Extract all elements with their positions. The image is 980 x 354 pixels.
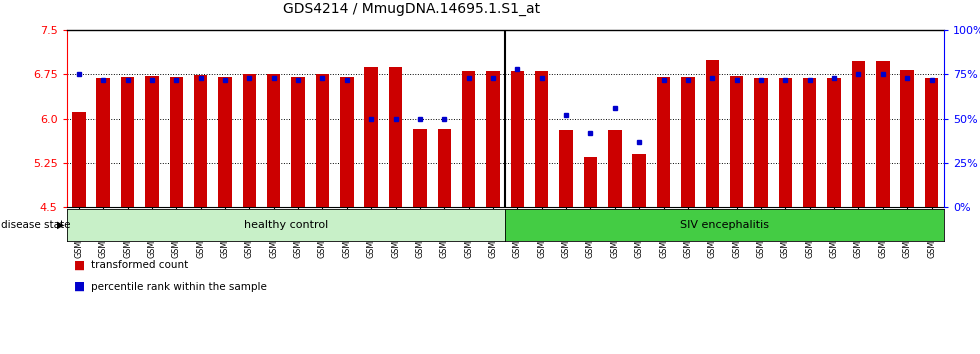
Bar — [706, 59, 719, 207]
Text: SIV encephalitis: SIV encephalitis — [680, 220, 769, 230]
Bar — [779, 79, 792, 207]
Bar — [389, 67, 402, 207]
Bar — [340, 77, 354, 207]
Text: healthy control: healthy control — [244, 220, 328, 230]
Bar — [632, 154, 646, 207]
Bar — [755, 79, 767, 207]
Text: GDS4214 / MmugDNA.14695.1.S1_at: GDS4214 / MmugDNA.14695.1.S1_at — [283, 2, 540, 16]
Bar — [438, 129, 451, 207]
Text: ■: ■ — [74, 259, 84, 272]
Bar — [560, 130, 572, 207]
Bar — [316, 74, 329, 207]
Bar — [681, 77, 695, 207]
Bar — [219, 77, 231, 207]
Text: transformed count: transformed count — [91, 261, 188, 270]
Bar — [73, 112, 85, 207]
Bar — [462, 72, 475, 207]
Text: percentile rank within the sample: percentile rank within the sample — [91, 282, 267, 292]
Bar — [511, 72, 524, 207]
Bar — [609, 130, 621, 207]
Bar — [584, 157, 597, 207]
Bar — [730, 75, 744, 207]
Bar — [170, 77, 183, 207]
Bar — [243, 74, 256, 207]
Bar — [901, 70, 914, 207]
Bar — [876, 61, 890, 207]
Bar — [803, 79, 816, 207]
Bar — [291, 77, 305, 207]
Bar — [486, 72, 500, 207]
Bar — [145, 76, 159, 207]
Bar — [657, 77, 670, 207]
Bar — [535, 72, 549, 207]
Bar — [852, 61, 865, 207]
Bar — [121, 77, 134, 207]
Bar — [414, 129, 426, 207]
Bar — [925, 79, 938, 207]
Text: disease state: disease state — [1, 220, 71, 230]
Bar — [827, 79, 841, 207]
Bar — [96, 79, 110, 207]
Text: ■: ■ — [74, 280, 84, 293]
Text: ▶: ▶ — [57, 220, 65, 230]
Bar — [365, 67, 378, 207]
Bar — [267, 74, 280, 207]
Bar — [194, 75, 208, 207]
